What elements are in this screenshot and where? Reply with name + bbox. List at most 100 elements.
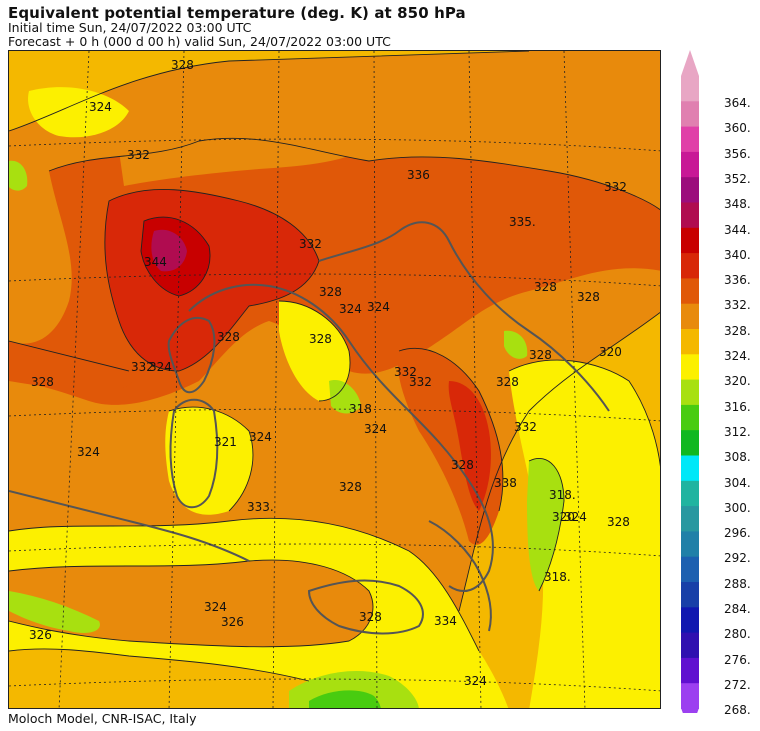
contour-label: 332 (604, 180, 627, 194)
coastlines (9, 221, 610, 635)
contour-label: 333. (247, 500, 274, 514)
contour-label: 332 (127, 148, 150, 162)
legend-colorbar (681, 50, 699, 713)
legend-swatch (681, 632, 699, 659)
theta-e-map: 328 324 332 335. 332 332 328 324 344 332 328 324 328… (8, 50, 661, 709)
legend-arrow-top (681, 50, 699, 76)
legend-swatch (681, 582, 699, 608)
legend-level-label: 284. (724, 602, 751, 616)
legend-level-label: 292. (724, 551, 751, 566)
forecast-valid-time: Forecast + 0 h (000 d 00 h) valid Sun, 2… (8, 33, 391, 49)
model-credit: Moloch Model, CNR-ISAC, Italy (8, 711, 197, 726)
legend-swatch (681, 430, 699, 456)
contour-label: 324 (89, 100, 112, 114)
contour-label: 328 (534, 280, 557, 294)
legend-swatch (681, 354, 699, 381)
legend-swatch (681, 455, 699, 482)
field-320-nw (28, 87, 130, 138)
legend-level-label: 316. (724, 399, 751, 414)
field-alps (119, 125, 369, 186)
field-320-sardinia (165, 407, 253, 515)
field-316-istria (504, 330, 528, 359)
contour-label: 328 (577, 290, 600, 304)
contour-label-layer: 328324332335.332332328324344332328324328… (29, 58, 630, 688)
legend-level-label: 280. (724, 627, 751, 642)
field-312-south (309, 690, 381, 708)
latlon-grid (9, 51, 660, 708)
legend-level-label: 352. (724, 171, 751, 186)
legend-level-label: 328. (724, 323, 751, 338)
legend-swatch (681, 202, 699, 229)
legend-level-label: 356. (724, 146, 751, 161)
contour-label: 328 (319, 285, 342, 299)
legend-level-label: 320. (724, 374, 751, 389)
contour-label: 328 (451, 458, 474, 472)
contour-label: 332 (394, 365, 417, 379)
legend-level-label: 324. (724, 349, 751, 363)
legend-level-label: 332. (724, 298, 751, 313)
contour-label: 332 (409, 375, 432, 389)
legend-level-label: 272. (724, 677, 751, 692)
contour-label: 332 (514, 420, 537, 434)
contour-label: 324 (249, 430, 272, 444)
legend-level-label: 348. (724, 197, 751, 212)
field-west-332 (9, 341, 133, 391)
legend-swatch (681, 278, 699, 305)
contour-label: 328 (309, 332, 332, 346)
legend-level-label: 360. (724, 121, 751, 136)
legend-swatch (681, 76, 699, 102)
contour-label: 328 (359, 610, 382, 624)
legend-level-label: 276. (724, 652, 751, 667)
contour-label: 328 (217, 330, 240, 344)
contour-label: 328 (496, 375, 519, 389)
contour-label: 324 (204, 600, 227, 614)
legend-level-label: 336. (724, 273, 751, 288)
legend-swatch (681, 177, 699, 203)
legend-swatch (681, 101, 699, 128)
contour-label: 328 (31, 375, 54, 389)
contour-label: 318. (549, 488, 576, 502)
contour-label: 321 (214, 435, 237, 449)
field-316-west (9, 591, 100, 633)
chart-header: Equivalent potential temperature (deg. K… (8, 6, 466, 48)
contour-label: 320 (552, 510, 575, 524)
contour-label: 318. (544, 570, 571, 584)
legend-level-label: 288. (724, 576, 751, 591)
contour-label: 332 (299, 237, 322, 251)
field-316-nw (9, 160, 28, 191)
legend-swatch (681, 607, 699, 634)
legend-swatch (681, 506, 699, 532)
legend-level-label: 304. (724, 475, 751, 490)
legend-swatch (681, 126, 699, 153)
contour-label: 326 (221, 615, 244, 629)
legend-swatch (681, 404, 699, 431)
contour-label: 324 (149, 360, 172, 374)
legend-level-label: 268. (724, 703, 751, 718)
field-316-adriatic (527, 458, 564, 591)
initial-time: Initial time Sun, 24/07/2022 03:00 UTC (8, 20, 252, 35)
legend-level-label: 300. (724, 500, 751, 515)
contour-label: 320 (599, 345, 622, 359)
legend-swatch (681, 253, 699, 279)
contour-label: 338 (494, 476, 517, 490)
contour-label: 328 (339, 480, 362, 494)
legend-level-label: 312. (724, 424, 751, 439)
contour-label: 328 (607, 515, 630, 529)
contour-label: 324 (364, 422, 387, 436)
legend-level-label: 308. (724, 450, 751, 465)
field-344 (151, 229, 187, 272)
contour-label: 318 (349, 402, 372, 416)
legend-swatch (681, 683, 699, 709)
legend-swatch (681, 303, 699, 330)
legend-level-label: 296. (724, 526, 751, 541)
contour-label: 335. (509, 215, 536, 229)
contour-label: 328 (529, 348, 552, 362)
contour-label: 336 (407, 168, 430, 182)
field-south-328 (9, 560, 373, 647)
contour-label: 328 (171, 58, 194, 72)
legend-swatch (681, 227, 699, 254)
legend-level-label: 340. (724, 247, 751, 262)
field-320-east (509, 360, 660, 708)
legend-swatch (681, 329, 699, 355)
contour-label: 332 (131, 360, 154, 374)
